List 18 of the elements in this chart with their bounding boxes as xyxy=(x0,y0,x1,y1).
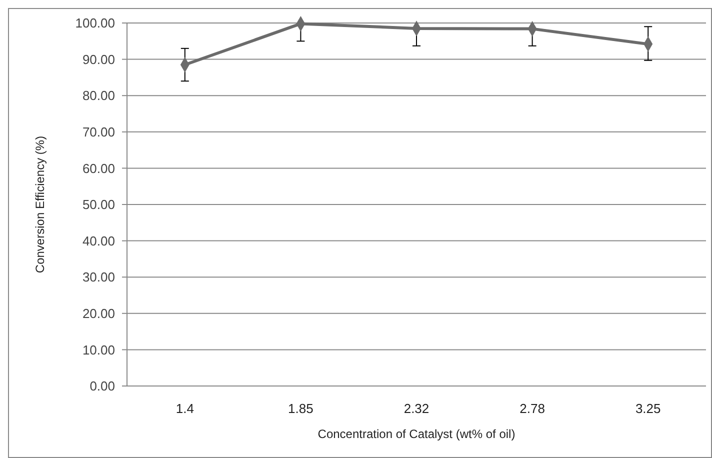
x-tick-label: 2.78 xyxy=(520,401,545,416)
y-tick-label: 20.00 xyxy=(82,306,115,321)
y-tick-label: 10.00 xyxy=(82,342,115,358)
x-axis-title: Concentration of Catalyst (wt% of oil) xyxy=(318,427,516,441)
y-tick-label: 0.00 xyxy=(90,378,115,394)
y-tick-label: 60.00 xyxy=(82,160,115,176)
y-tick-label: 90.00 xyxy=(82,52,115,67)
y-tick-label: 50.00 xyxy=(82,197,115,212)
x-tick-label: 2.32 xyxy=(404,401,430,416)
y-tick-label: 80.00 xyxy=(82,88,115,104)
y-tick-label: 100.00 xyxy=(75,16,115,31)
y-tick-label: 30.00 xyxy=(82,270,115,285)
x-tick-label: 1.4 xyxy=(176,401,194,416)
x-tick-label: 3.25 xyxy=(635,401,661,416)
y-axis-title: Conversion Efficiency (%) xyxy=(33,136,47,274)
x-tick-label: 1.85 xyxy=(288,401,314,416)
y-tick-label: 40.00 xyxy=(82,233,115,248)
y-tick-label: 70.00 xyxy=(82,124,115,140)
